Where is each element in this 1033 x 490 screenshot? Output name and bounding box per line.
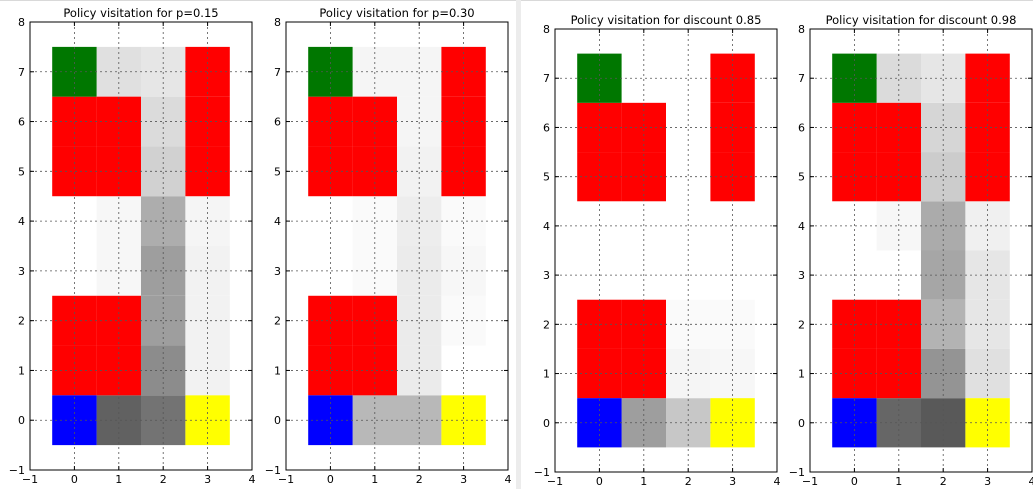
y-tick-label: −1 xyxy=(265,464,281,477)
y-tick-label: 3 xyxy=(543,269,550,282)
y-tick-label: 8 xyxy=(274,16,281,29)
y-tick-label: 5 xyxy=(543,171,550,184)
y-tick-label: 3 xyxy=(18,265,25,278)
x-tick-label: 1 xyxy=(895,475,902,488)
y-tick-label: 5 xyxy=(18,165,25,178)
y-tick-label: 7 xyxy=(543,72,550,85)
y-tick-label: 1 xyxy=(274,364,281,377)
x-tick-label: 0 xyxy=(851,475,858,488)
y-tick-label: 4 xyxy=(274,215,281,228)
y-tick-label: 2 xyxy=(274,315,281,328)
x-tick-label: 1 xyxy=(640,475,647,488)
y-tick-label: 6 xyxy=(543,121,550,134)
x-tick-label: 4 xyxy=(505,473,512,486)
y-tick-label: 7 xyxy=(798,72,805,85)
x-tick-label: 0 xyxy=(596,475,603,488)
goal-cell xyxy=(52,47,96,97)
y-tick-label: 7 xyxy=(274,66,281,79)
y-tick-label: 0 xyxy=(798,417,805,430)
chart-title: Policy visitation for p=0.15 xyxy=(63,6,218,20)
chart-title: Policy visitation for p=0.30 xyxy=(319,6,474,20)
y-tick-label: 6 xyxy=(18,116,25,129)
y-tick-label: −1 xyxy=(534,466,550,479)
y-tick-label: 8 xyxy=(543,23,550,36)
y-tick-label: 0 xyxy=(543,417,550,430)
y-tick-label: 0 xyxy=(274,414,281,427)
y-tick-label: 7 xyxy=(18,66,25,79)
y-tick-label: 4 xyxy=(798,220,805,233)
y-tick-label: 4 xyxy=(543,220,550,233)
x-tick-label: 2 xyxy=(940,475,947,488)
x-tick-label: 2 xyxy=(160,473,167,486)
y-tick-label: 8 xyxy=(798,23,805,36)
y-tick-label: 1 xyxy=(798,368,805,381)
y-tick-label: 2 xyxy=(18,315,25,328)
x-tick-label: 2 xyxy=(685,475,692,488)
y-tick-label: 1 xyxy=(18,364,25,377)
y-tick-label: 5 xyxy=(274,165,281,178)
x-tick-label: 3 xyxy=(729,475,736,488)
x-tick-label: 1 xyxy=(371,473,378,486)
visitation-cell xyxy=(141,47,185,97)
x-tick-label: 3 xyxy=(460,473,467,486)
x-tick-label: 4 xyxy=(1029,475,1033,488)
y-tick-label: 1 xyxy=(543,368,550,381)
x-tick-label: 1 xyxy=(115,473,122,486)
chart-title: Policy visitation for discount 0.98 xyxy=(826,13,1017,27)
visitation-cell xyxy=(353,47,397,97)
x-tick-label: 4 xyxy=(249,473,256,486)
y-tick-label: −1 xyxy=(789,466,805,479)
y-tick-label: −1 xyxy=(9,464,25,477)
goal-cell xyxy=(308,47,352,97)
y-tick-label: 2 xyxy=(543,318,550,331)
x-tick-label: 0 xyxy=(71,473,78,486)
y-tick-label: 8 xyxy=(18,16,25,29)
x-tick-label: 3 xyxy=(984,475,991,488)
visitation-cell xyxy=(397,47,441,97)
x-tick-label: 2 xyxy=(416,473,423,486)
y-tick-label: 3 xyxy=(798,269,805,282)
x-tick-label: 3 xyxy=(204,473,211,486)
y-tick-label: 5 xyxy=(798,171,805,184)
y-tick-label: 3 xyxy=(274,265,281,278)
y-tick-label: 6 xyxy=(274,116,281,129)
visitation-cell xyxy=(97,47,141,97)
chart-title: Policy visitation for discount 0.85 xyxy=(571,13,762,27)
wall-cell xyxy=(441,47,485,97)
y-tick-label: 4 xyxy=(18,215,25,228)
x-tick-label: 4 xyxy=(774,475,781,488)
x-tick-label: 0 xyxy=(327,473,334,486)
wall-cell xyxy=(185,47,229,97)
y-tick-label: 6 xyxy=(798,121,805,134)
y-tick-label: 0 xyxy=(18,414,25,427)
y-tick-label: 2 xyxy=(798,318,805,331)
